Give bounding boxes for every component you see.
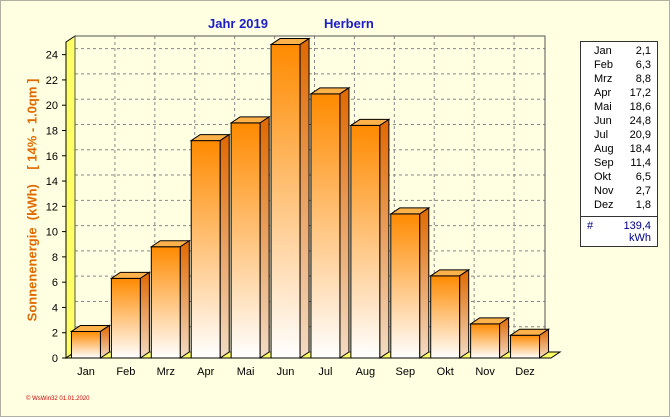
legend-month: Mrz [594,73,613,85]
bar-side-mai [259,115,270,359]
bar-side-mrz [179,239,190,359]
y-tick-label: 6 [52,277,58,289]
chart-title-location: Herbern [324,16,374,31]
legend-row: Feb 6,3 [581,58,657,72]
bar-aug [350,124,381,359]
bar-nov [470,323,501,359]
legend-value: 6,5 [635,171,651,183]
x-tick-label: Sep [396,366,416,378]
legend-separator [581,216,657,217]
y-tick-label: 24 [46,50,58,62]
legend-month: Jan [594,45,612,57]
legend-total-symbol: # [587,220,594,232]
bar-dez [510,334,541,359]
legend-box: Jan 2,1 Feb 6,3 Mrz 8,8 Apr 17,2 Mai 18,6 Jun 24,8 J… [580,41,658,247]
legend-month: Mai [594,101,612,113]
legend-row: Mrz 8,8 [581,72,657,86]
x-tick-label: Apr [197,366,214,378]
bar-jun [270,44,301,359]
left-wall [65,35,76,359]
legend-row: Aug 18,4 [581,142,657,156]
legend-row: Jul 20,9 [581,128,657,142]
legend-row: Nov 2,7 [581,184,657,198]
bar-side-sep [419,206,430,359]
bar-mai [230,122,261,359]
bar-jul [310,93,341,359]
legend-value: 1,8 [635,199,651,211]
legend-row: Sep 11,4 [581,156,657,170]
legend-month: Sep [594,157,614,169]
bar-apr [190,140,221,359]
x-tick-label: Dez [515,366,535,378]
legend-month: Jul [594,129,609,141]
bar-side-dez [539,328,550,359]
legend-month: Nov [594,185,614,197]
bar-sep [390,213,421,359]
legend-row: Apr 17,2 [581,86,657,100]
bar-side-feb [139,271,150,359]
x-tick-label: Mrz [157,366,175,378]
legend-value: 11,4 [630,157,651,169]
bar-side-apr [219,133,230,359]
y-tick-label: 22 [46,75,58,87]
legend-value: 2,1 [635,45,651,57]
bar-mrz [150,246,181,359]
legend-month: Feb [594,59,613,71]
legend-row: Jun 24,8 [581,114,657,128]
x-tick-label: Okt [437,366,454,378]
bar-side-okt [459,268,470,359]
y-tick-label: 4 [52,302,58,314]
bar-side-jul [339,86,350,359]
legend-row: Dez 1,8 [581,198,657,212]
legend-value: 18,6 [629,101,651,113]
y-tick-label: 20 [46,100,58,112]
legend-value: 24,8 [629,115,651,127]
x-tick-label: Jul [318,366,332,378]
legend-row: Mai 18,6 [581,100,657,114]
legend-row: Okt 6,5 [581,170,657,184]
legend-month: Apr [594,87,612,99]
bar-side-aug [379,118,390,359]
x-tick-label: Feb [116,366,135,378]
y-tick-label: 18 [46,125,58,137]
legend-value: 6,3 [635,59,651,71]
y-tick-label: 2 [52,328,58,340]
legend-value: 8,8 [635,73,651,85]
legend-month: Jun [594,115,612,127]
legend-value: 2,7 [635,185,651,197]
legend-month: Okt [594,171,612,183]
bar-side-jun [299,37,310,359]
y-tick-label: 0 [52,353,58,365]
y-tick-label: 8 [52,252,58,264]
x-tick-label: Nov [475,366,495,378]
bar-okt [430,275,461,359]
x-tick-label: Mai [237,366,255,378]
legend-month: Aug [594,143,614,155]
bar-feb [110,277,141,359]
bar-side-nov [499,316,510,359]
legend-month: Dez [594,199,614,211]
y-tick-label: 14 [46,176,58,188]
legend-total-unit: kWh [629,232,651,244]
x-tick-label: Aug [356,366,376,378]
legend-value: 20,9 [629,129,651,141]
x-tick-label: Jan [77,366,95,378]
y-tick-label: 12 [46,201,58,213]
plot-border [74,35,546,353]
chart-title-year: Jahr 2019 [208,16,268,31]
footer-credit: © WsWin32 01.01.2020 [26,396,90,402]
legend-row: Jan 2,1 [581,44,657,58]
legend-value: 18,4 [629,143,651,155]
legend-value: 17,2 [629,87,651,99]
legend-total-value: 139,4 [623,220,651,232]
x-tick-label: Jun [277,366,295,378]
y-tick-label: 16 [46,151,58,163]
bar-jan [70,330,101,359]
bar-side-jan [99,324,110,359]
y-axis-label: Sonnenenergie (kWh) [ 14% - 1.0qm ] [24,78,40,322]
y-tick-label: 10 [46,227,58,239]
